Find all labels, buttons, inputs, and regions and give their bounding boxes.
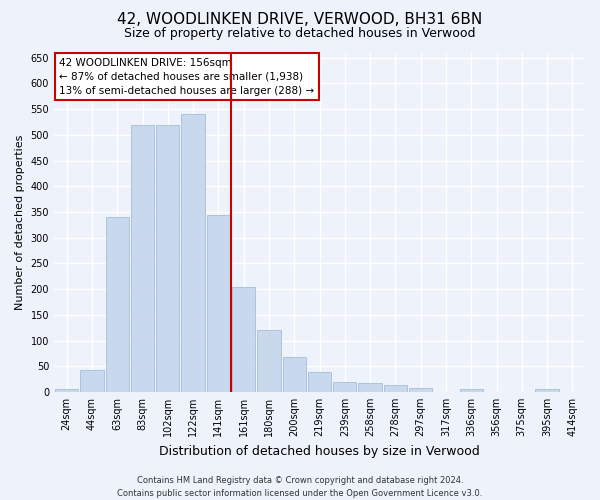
Text: Contains HM Land Registry data © Crown copyright and database right 2024.
Contai: Contains HM Land Registry data © Crown c… — [118, 476, 482, 498]
Bar — [308, 372, 331, 392]
Bar — [257, 330, 281, 392]
Bar — [283, 357, 306, 392]
Bar — [333, 382, 356, 392]
Text: 42 WOODLINKEN DRIVE: 156sqm
← 87% of detached houses are smaller (1,938)
13% of : 42 WOODLINKEN DRIVE: 156sqm ← 87% of det… — [59, 58, 314, 96]
Bar — [106, 217, 129, 392]
Bar — [131, 124, 154, 392]
X-axis label: Distribution of detached houses by size in Verwood: Distribution of detached houses by size … — [159, 444, 480, 458]
Bar — [55, 390, 79, 392]
Bar — [232, 286, 256, 392]
Bar — [207, 214, 230, 392]
Y-axis label: Number of detached properties: Number of detached properties — [15, 134, 25, 310]
Bar — [358, 382, 382, 392]
Bar — [80, 370, 104, 392]
Bar — [460, 390, 483, 392]
Bar — [384, 385, 407, 392]
Bar — [409, 388, 432, 392]
Text: 42, WOODLINKEN DRIVE, VERWOOD, BH31 6BN: 42, WOODLINKEN DRIVE, VERWOOD, BH31 6BN — [118, 12, 482, 28]
Bar — [156, 124, 179, 392]
Bar — [181, 114, 205, 392]
Bar — [535, 390, 559, 392]
Text: Size of property relative to detached houses in Verwood: Size of property relative to detached ho… — [124, 28, 476, 40]
